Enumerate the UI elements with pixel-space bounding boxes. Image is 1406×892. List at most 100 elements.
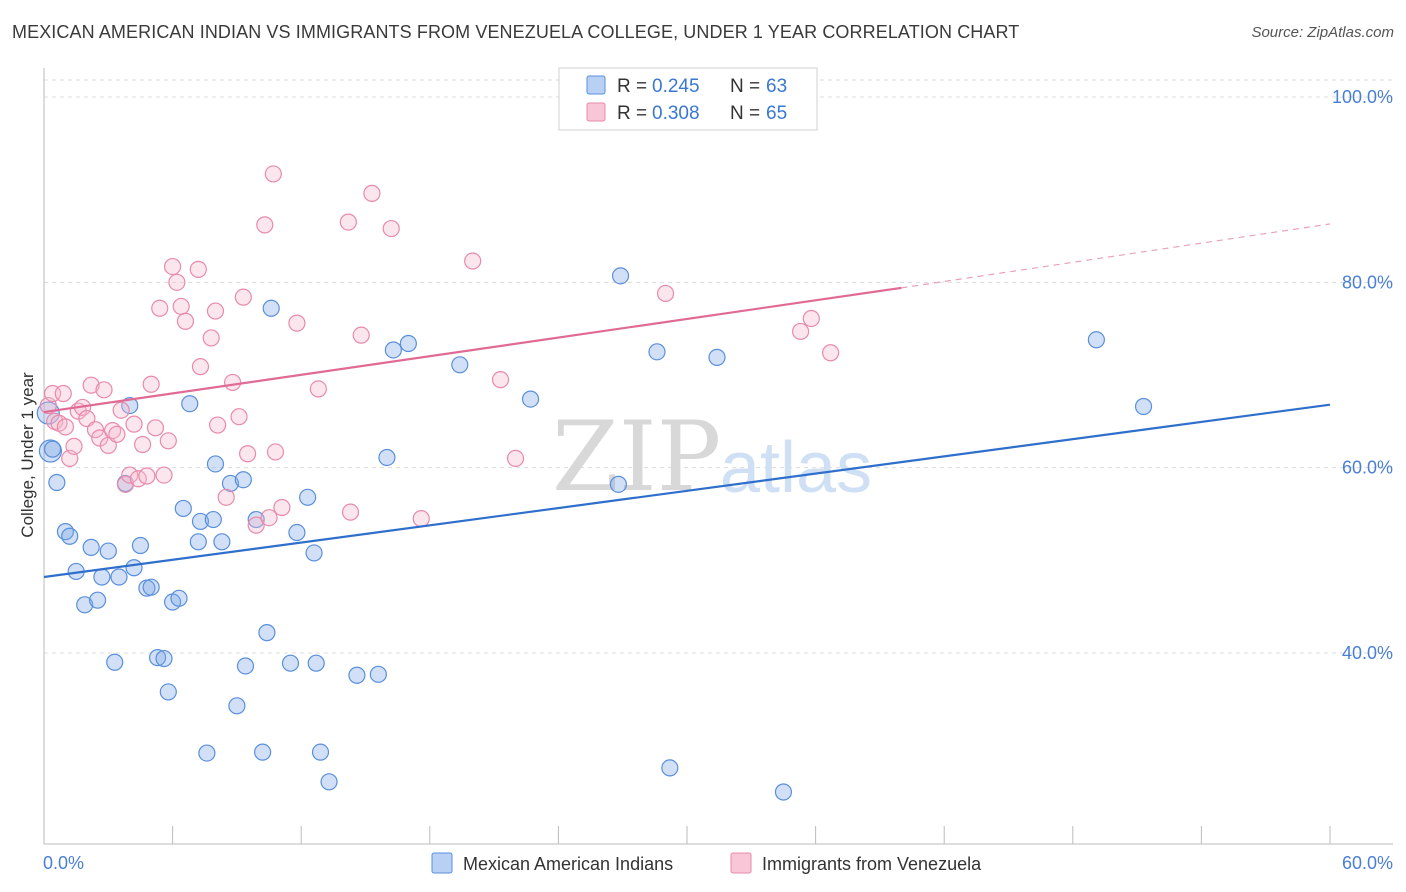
legend-bottom-label-1: Mexican American Indians: [463, 854, 673, 874]
point-mexican-american-indians-46: [320, 773, 338, 791]
point-venezuela-21: [125, 415, 143, 433]
point-venezuela-53: [341, 503, 360, 521]
point-venezuela-60: [506, 449, 525, 467]
point-venezuela-12: [86, 421, 105, 439]
point-mexican-american-indians-29: [204, 510, 222, 529]
y-tick-labels: 40.0% 60.0% 80.0% 100.0%: [1332, 87, 1393, 663]
point-venezuela-56: [382, 219, 400, 238]
point-mexican-american-indians-49: [378, 448, 396, 467]
point-venezuela-34: [189, 260, 207, 278]
point-venezuela-38: [209, 416, 227, 434]
point-mexican-american-indians-50: [384, 341, 402, 359]
point-venezuela-43: [239, 445, 257, 463]
point-venezuela-29: [159, 432, 177, 450]
point-venezuela-39: [217, 488, 235, 506]
point-mexican-american-indians-30: [206, 455, 225, 473]
point-mexican-american-indians-41: [288, 523, 306, 542]
point-venezuela-35: [191, 358, 210, 376]
source-label: Source: ZipAtlas.com: [1251, 24, 1394, 41]
legend-top-r-value-1: 0.245: [652, 76, 700, 97]
point-venezuela-17: [108, 425, 126, 443]
chart-title: MEXICAN AMERICAN INDIAN VS IMMIGRANTS FR…: [12, 22, 1020, 42]
point-venezuela-30: [164, 257, 182, 276]
point-mexican-american-indians-26: [189, 533, 207, 551]
point-mexican-american-indians-12: [110, 568, 128, 586]
point-mexican-american-indians-19: [148, 649, 167, 667]
point-venezuela-47: [264, 165, 282, 183]
point-mexican-american-indians-42: [299, 488, 317, 506]
y-tick-label-0: 40.0%: [1342, 643, 1393, 663]
point-mexican-american-indians-36: [247, 510, 265, 529]
point-mexican-american-indians-37: [254, 743, 272, 761]
point-mexican-american-indians-28: [198, 744, 216, 762]
point-venezuela-49: [273, 498, 291, 517]
legend-bottom: Mexican American Indians Immigrants from…: [431, 852, 982, 874]
point-mexican-american-indians-24: [174, 499, 192, 518]
point-venezuela-5: [56, 418, 75, 436]
point-mexican-american-indians-25: [181, 395, 199, 413]
y-tick-label-2: 80.0%: [1342, 272, 1393, 292]
point-mexican-american-indians-60: [1087, 331, 1105, 349]
x-tick-label-1: 60.0%: [1342, 853, 1393, 873]
point-venezuela-31: [168, 273, 186, 291]
point-venezuela-59: [491, 371, 510, 389]
point-mexican-american-indians-10: [99, 542, 117, 560]
point-mexican-american-indians-39: [262, 299, 280, 317]
point-mexican-american-indians-62: [43, 440, 62, 458]
point-venezuela-50: [288, 314, 306, 332]
point-venezuela-41: [230, 408, 248, 426]
trend-line-venezuela-extension: [901, 223, 1331, 289]
point-mexican-american-indians-23: [170, 589, 188, 607]
legend-bottom-swatch-1: [431, 852, 453, 874]
point-mexican-american-indians-40: [281, 654, 300, 672]
point-mexican-american-indians-45: [311, 743, 330, 761]
watermark-zip: ZIP: [552, 401, 721, 513]
y-tick-label-3: 100.0%: [1332, 87, 1393, 107]
point-mexican-american-indians-2: [48, 473, 66, 492]
point-mexican-american-indians-11: [106, 653, 124, 671]
point-venezuela-55: [363, 184, 381, 202]
point-mexican-american-indians-27: [191, 512, 210, 531]
point-mexican-american-indians-14: [121, 396, 139, 415]
point-mexican-american-indians-20: [155, 649, 173, 668]
point-mexican-american-indians-59: [774, 783, 793, 801]
point-venezuela-36: [202, 329, 220, 347]
legend-top-n-label-1: N =: [730, 76, 760, 97]
legend-top-n-value-2: 65: [766, 103, 787, 124]
point-mexican-american-indians-35: [234, 471, 252, 489]
legend-top-swatch-1: [586, 75, 606, 95]
point-venezuela-32: [172, 297, 190, 316]
point-venezuela-45: [256, 216, 274, 234]
point-venezuela-57: [412, 510, 430, 528]
legend-top-n-label-2: N =: [730, 103, 760, 124]
point-venezuela-40: [224, 373, 242, 392]
point-venezuela-23: [133, 435, 152, 454]
legend-top-n-value-1: 63: [766, 76, 787, 97]
y-axis-label: College, Under 1 year: [18, 372, 37, 538]
point-mexican-american-indians-61: [1134, 397, 1153, 416]
point-mexican-american-indians-55: [611, 267, 630, 285]
point-mexican-american-indians-15: [125, 559, 143, 577]
point-venezuela-18: [112, 401, 130, 419]
point-mexican-american-indians-33: [228, 697, 246, 715]
point-mexican-american-indians-7: [82, 538, 100, 556]
point-mexican-american-indians-47: [348, 666, 366, 684]
y-tick-label-1: 60.0%: [1342, 458, 1393, 478]
point-venezuela-20: [121, 466, 139, 484]
point-venezuela-48: [266, 443, 285, 461]
point-venezuela-4: [54, 384, 72, 403]
watermark-atlas: atlas: [720, 428, 872, 508]
axes: [43, 68, 1393, 845]
point-venezuela-27: [151, 299, 169, 317]
point-mexican-american-indians-58: [708, 348, 726, 366]
point-mexican-american-indians-8: [88, 591, 107, 609]
point-mexican-american-indians-34: [236, 657, 255, 675]
point-venezuela-51: [309, 380, 327, 398]
point-mexican-american-indians-38: [258, 624, 276, 642]
legend-bottom-swatch-2: [730, 852, 752, 874]
point-venezuela-28: [155, 466, 173, 484]
legend-top: R = 0.245 N = 63 R = 0.308 N = 65: [558, 67, 818, 131]
point-mexican-american-indians-43: [305, 544, 323, 562]
point-mexican-american-indians-6: [76, 596, 94, 614]
